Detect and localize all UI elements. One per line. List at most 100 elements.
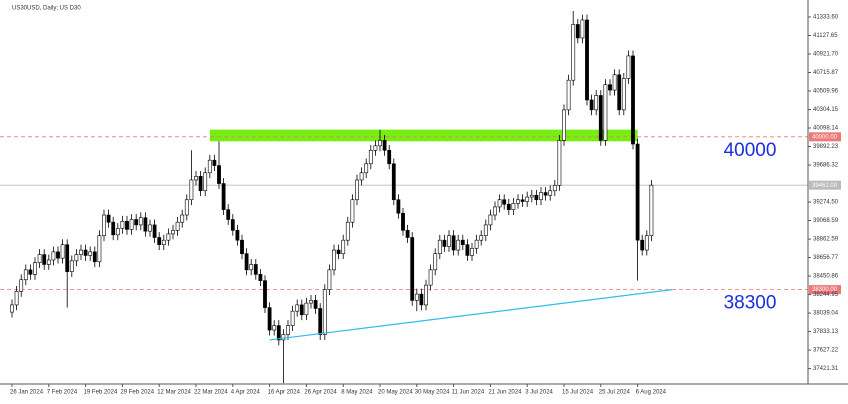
y-tick-label: 37421.31 [813, 366, 839, 372]
x-tick-label: 22 Mar 2024 [194, 390, 228, 396]
candle-body [56, 251, 60, 259]
candle-body [516, 199, 520, 204]
candle-body [612, 74, 617, 91]
y-tick-label: 39892.23 [813, 144, 839, 150]
candle-body [350, 199, 355, 223]
candle-body [263, 280, 267, 308]
candle-body [42, 254, 47, 265]
level-label: 40000.00 [812, 134, 838, 140]
x-tick-label: 29 Feb 2024 [120, 390, 154, 396]
candle-body [474, 239, 479, 249]
candle-body [14, 291, 19, 306]
candle-body [382, 140, 387, 151]
candle-body [345, 221, 350, 241]
candle-body [304, 302, 309, 316]
candle-body [566, 79, 571, 111]
candle-body [235, 230, 240, 241]
x-tick-label: 11 Jun 2024 [452, 390, 485, 396]
candle-body [621, 78, 626, 111]
candle-body [327, 269, 332, 290]
candle-body [258, 274, 263, 281]
y-tick-label: 39274.50 [813, 200, 839, 206]
candle-body [483, 224, 488, 236]
current-price-box [809, 180, 841, 190]
y-tick-label: 39068.59 [813, 218, 839, 224]
candle-body [580, 19, 585, 39]
candle-body [359, 172, 364, 181]
candle-body [598, 95, 603, 141]
candle-body [46, 259, 51, 265]
y-tick-label: 40509.96 [813, 89, 839, 95]
candle-body [552, 185, 557, 192]
candle-body [644, 235, 649, 251]
x-tick-label: 15 Jul 2024 [562, 390, 594, 396]
candle-body [424, 284, 428, 306]
candle-body [88, 251, 93, 256]
annotation: 40000 [724, 140, 777, 161]
candle-body [447, 235, 451, 247]
candle-body [102, 214, 106, 236]
candle-body [111, 221, 116, 236]
candle-body [608, 84, 612, 91]
price-zone [209, 129, 638, 142]
candle-body [69, 260, 74, 272]
y-tick-label: 40715.87 [813, 70, 839, 76]
candle-body [253, 264, 258, 275]
candle-body [28, 269, 33, 275]
candle-body [230, 219, 235, 231]
candle-body [506, 203, 511, 210]
overlay-layer: 40000.00 38300.00 39462.00 40000 38300 [269, 132, 841, 341]
candle-body [184, 199, 189, 216]
current-price-label: 39462.00 [812, 183, 838, 189]
candle-body [221, 183, 226, 210]
candle-body [557, 140, 562, 186]
y-tick-label: 38244.95 [813, 292, 839, 298]
candle-body [525, 196, 530, 202]
candle-body [539, 192, 543, 201]
candle-body [603, 84, 608, 141]
candle-body [410, 237, 415, 301]
candle-body [161, 239, 166, 245]
candle-body [414, 293, 419, 301]
candle-body [83, 249, 88, 256]
x-tick-label: 16 Apr 2024 [268, 390, 301, 396]
candle-body [143, 217, 148, 232]
candle-body [428, 269, 433, 286]
candle-body [465, 244, 470, 256]
candle-body [497, 199, 502, 208]
candle-body [189, 179, 194, 201]
x-tick-label: 25 Jul 2024 [599, 390, 631, 396]
x-tick-label: 3 Jul 2024 [525, 390, 553, 396]
candle-body [456, 239, 461, 251]
x-tick-label: 4 Apr 2024 [231, 390, 261, 396]
y-tick-label: 39686.32 [813, 163, 839, 169]
x-tick-label: 26 Apr 2024 [304, 390, 337, 396]
candle-body [37, 254, 42, 263]
y-tick-label: 40921.70 [813, 52, 839, 58]
candle-layer [10, 10, 654, 384]
candle-body [276, 325, 281, 341]
candle-body [493, 206, 497, 216]
candle-body [281, 334, 286, 341]
candle-body [419, 293, 424, 306]
candle-body [290, 310, 295, 326]
candle-body [649, 184, 654, 236]
candle-body [488, 214, 493, 226]
candle-body [171, 230, 175, 235]
candle-body [286, 325, 290, 335]
candle-body [212, 159, 217, 166]
candle-body [166, 233, 171, 241]
candle-body [368, 150, 373, 165]
candle-body [391, 163, 396, 201]
y-tick-label: 38450.86 [813, 274, 839, 280]
candle-body [203, 172, 208, 192]
candle-body [313, 300, 318, 309]
candle-body [355, 179, 359, 201]
candle-body [207, 159, 212, 174]
candle-body [378, 140, 382, 147]
x-tick-label: 7 Feb 2024 [47, 390, 78, 396]
level-label: 38300.00 [812, 287, 838, 293]
candle-body [341, 239, 346, 254]
candle-body [442, 239, 447, 247]
x-tick-label: 19 Feb 2024 [84, 390, 118, 396]
